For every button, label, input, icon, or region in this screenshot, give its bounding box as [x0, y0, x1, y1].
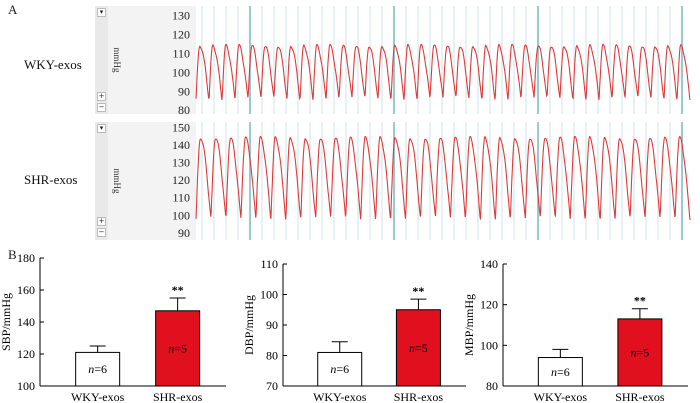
n-label: n=5 — [168, 341, 187, 355]
trace-scroll-strip-wky[interactable]: ▾ + − — [95, 6, 108, 114]
zoom-out-icon[interactable]: − — [97, 103, 106, 112]
y-tick-label: 140 — [17, 315, 35, 329]
n-label: n=6 — [551, 365, 570, 379]
y-tick-label: 80 — [486, 379, 498, 393]
significance-marker: ** — [412, 284, 424, 298]
significance-marker: ** — [172, 283, 184, 297]
trace-axis-area — [108, 122, 196, 240]
n-label: n=5 — [631, 345, 650, 359]
trace-tick-label: 90 — [178, 226, 190, 240]
bar-chart-dbp: 70 80 90 100 110 DBP/mmHg n=6 WKY-exos n=5 ** SHR-… — [242, 257, 466, 403]
waveform-wky — [195, 43, 691, 101]
n-label: n=5 — [409, 341, 428, 355]
y-tick-label: 140 — [480, 257, 498, 271]
y-tick-label: 160 — [17, 283, 35, 297]
bar-shr — [617, 318, 663, 387]
y-tick-label: 110 — [260, 257, 278, 271]
zoom-out-icon[interactable]: − — [97, 228, 106, 237]
y-tick-label: 100 — [260, 288, 278, 302]
trace-tick-label: 120 — [172, 173, 190, 187]
trace-tick-label: 100 — [172, 65, 190, 79]
y-tick-label: 70 — [266, 379, 278, 393]
trace-scroll-strip-shr[interactable]: ▾ + − — [95, 122, 108, 240]
y-tick-label: 120 — [480, 298, 498, 312]
bars-layer: 100 120 140 160 180 SBP/mmHg n=6 WKY-exos n=5 ** S… — [0, 251, 688, 403]
trace-tick-label: 130 — [172, 8, 190, 22]
y-tick-label: 180 — [17, 251, 35, 265]
trace-tick-label: 80 — [178, 103, 190, 117]
trace-tick-label: 110 — [172, 46, 190, 60]
y-axis-title: MBP/mmHg — [462, 294, 476, 356]
trace-tick-label: 150 — [172, 120, 190, 134]
trace-grid-area — [196, 6, 690, 114]
trace-tick-label: 110 — [172, 191, 190, 205]
trace-tick-label: 90 — [178, 84, 190, 98]
trace-unit-label: mmHg — [112, 168, 122, 194]
bar-wky — [75, 351, 121, 387]
significance-marker: ** — [634, 294, 646, 308]
y-tick-label: 100 — [480, 338, 498, 352]
trace-grid-area — [196, 122, 690, 240]
y-tick-label: 100 — [17, 379, 35, 393]
trace-label-wky: WKY-exos — [24, 57, 82, 72]
y-tick-label: 120 — [17, 347, 35, 361]
panel-b-label: B — [8, 247, 17, 262]
x-tick-label: WKY-exos — [313, 390, 367, 403]
scroll-down-icon[interactable]: ▾ — [97, 124, 106, 133]
trace-tick-label: 140 — [172, 138, 190, 152]
trace-panel-shr: mmHg 150 140 130 120 110 100 90 — [108, 120, 691, 240]
trace-unit-label: mmHg — [112, 47, 122, 73]
x-tick-label: WKY-exos — [534, 390, 588, 403]
x-tick-label: SHR-exos — [394, 390, 444, 403]
trace-panel-wky: mmHg 130 120 110 100 90 80 — [108, 6, 691, 117]
bar-chart-sbp: 100 120 140 160 180 SBP/mmHg n=6 WKY-exos n=5 ** S… — [0, 251, 226, 403]
panel-a-label: A — [8, 2, 18, 17]
n-label: n=6 — [330, 362, 349, 376]
zoom-in-icon[interactable]: + — [97, 92, 106, 101]
bar-chart-mbp: 80 100 120 140 MBP/mmHg n=6 WKY-exos n=5 ** SHR-e… — [462, 257, 688, 403]
trace-tick-label: 130 — [172, 156, 190, 170]
y-tick-label: 80 — [266, 349, 278, 363]
bar-shr — [155, 310, 201, 387]
trace-tick-label: 120 — [172, 27, 190, 41]
waveform-shr — [195, 135, 691, 221]
scroll-down-icon[interactable]: ▾ — [97, 8, 106, 17]
traces-layer: mmHg 130 120 110 100 90 80 mmHg 150 140 130 120 110 1… — [108, 6, 691, 240]
trace-tick-label: 100 — [172, 208, 190, 222]
trace-axis-area — [108, 6, 196, 114]
bar-wky — [317, 351, 363, 387]
x-tick-label: SHR-exos — [615, 390, 665, 403]
y-axis-title: SBP/mmHg — [0, 293, 13, 351]
x-tick-label: SHR-exos — [153, 390, 203, 403]
y-axis-title: DBP/mmHg — [242, 295, 256, 355]
n-label: n=6 — [88, 362, 107, 376]
zoom-in-icon[interactable]: + — [97, 217, 106, 226]
trace-label-shr: SHR-exos — [24, 172, 78, 187]
y-tick-label: 90 — [266, 318, 278, 332]
x-tick-label: WKY-exos — [71, 390, 125, 403]
